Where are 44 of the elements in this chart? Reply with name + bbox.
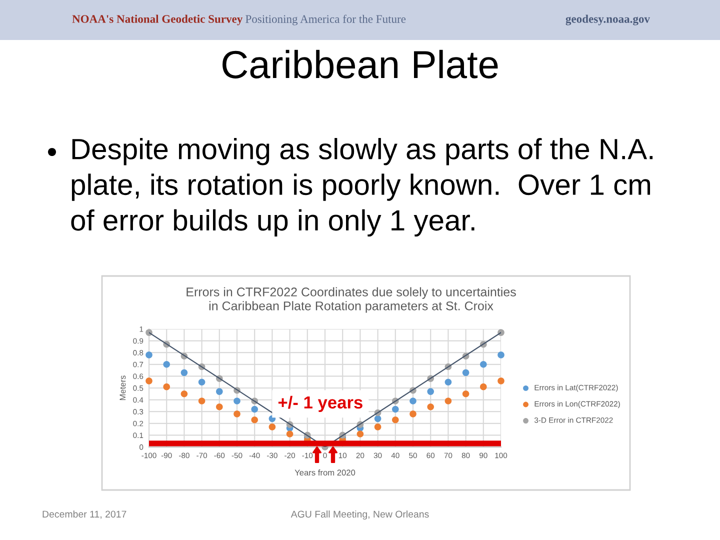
point	[427, 403, 434, 410]
point	[462, 369, 470, 376]
point	[480, 361, 487, 368]
chart-title: Caribbean Plate	[222, 50, 498, 78]
point	[234, 410, 240, 418]
x-axis-title: Years from 2020	[294, 469, 356, 476]
chart-subtitle: Despite moving as slowly as parts of the N.A. plate, its rotation is poorly known. Over 1 cm of error builds up in only 1 year.	[71, 138, 653, 236]
point	[268, 424, 276, 430]
text: NOAA's National Geodetic Survey	[72, 14, 243, 26]
point	[163, 361, 170, 368]
point	[480, 383, 487, 390]
point	[163, 383, 170, 390]
text: Positioning America for the Future	[246, 14, 406, 26]
point	[198, 378, 206, 386]
point	[146, 352, 152, 358]
point	[180, 369, 188, 376]
point	[462, 390, 470, 398]
point	[392, 416, 399, 424]
point	[444, 378, 452, 386]
text: AGU Fall Meeting, New Orleans	[290, 510, 429, 520]
point	[410, 410, 416, 418]
point	[392, 406, 399, 413]
point	[216, 403, 223, 410]
point	[286, 430, 294, 438]
point	[410, 398, 416, 404]
text: Errors in CTRF2022 Coordinates due solely to uncertainties in Caribbean Plate Rotation parameters at St. Croix	[186, 287, 516, 313]
point	[427, 388, 434, 395]
point	[234, 398, 240, 404]
point	[374, 415, 382, 422]
text: geodesy.noaa.gov	[566, 14, 650, 26]
point	[498, 352, 504, 358]
text: December 11, 2017	[42, 510, 126, 519]
point	[198, 398, 206, 404]
y-axis-title: Meters	[120, 376, 126, 400]
point	[374, 424, 382, 430]
annotation: +/- 1 years	[278, 396, 362, 412]
point	[498, 378, 504, 384]
point	[216, 388, 223, 395]
point	[180, 390, 188, 398]
point	[444, 398, 452, 404]
point	[356, 430, 364, 438]
point	[146, 378, 152, 384]
point	[251, 406, 258, 413]
point	[251, 416, 258, 424]
